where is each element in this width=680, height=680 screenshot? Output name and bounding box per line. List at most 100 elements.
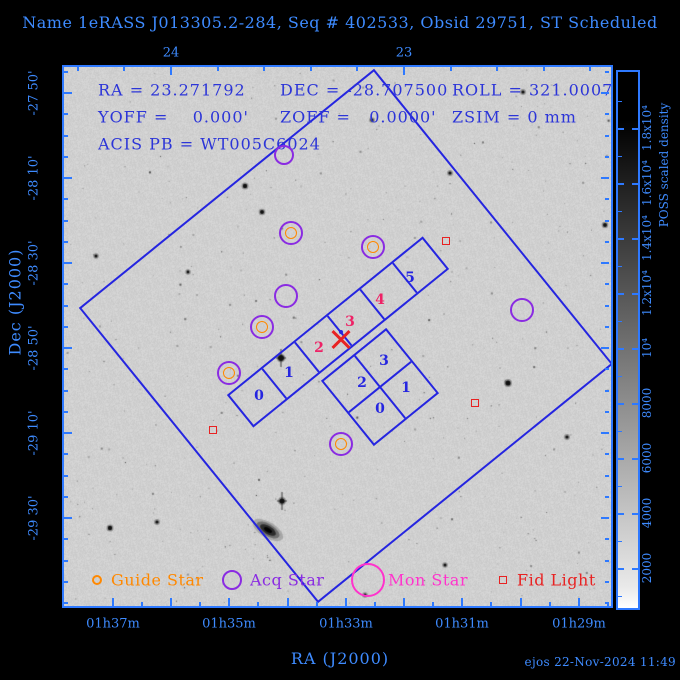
colorbar-minor-tick — [618, 155, 622, 157]
x-axis-tick-label: 01h35m — [202, 616, 256, 632]
colorbar-tick — [632, 293, 638, 295]
axis-tick — [577, 598, 580, 606]
guide-star-legend-marker — [92, 575, 102, 585]
axis-tick — [64, 347, 72, 349]
axis-tick — [605, 368, 609, 371]
chip-label: 5 — [405, 270, 415, 286]
axis-tick — [170, 67, 172, 75]
acq-star-circle — [329, 432, 353, 456]
axis-tick — [601, 347, 609, 349]
colorbar-tick-label: 8000 — [640, 387, 654, 419]
chip-label: 1 — [284, 365, 294, 381]
chip-label: 2 — [314, 340, 324, 356]
axis-tick — [605, 580, 609, 583]
chip-label: 2 — [357, 375, 367, 391]
colorbar-minor-tick — [618, 540, 622, 542]
axis-tick — [601, 517, 609, 519]
fid-light-square — [209, 426, 217, 434]
colorbar-tick — [632, 568, 638, 570]
axis-tick — [548, 602, 551, 606]
axis-tick — [64, 92, 72, 94]
colorbar-label: POSS scaled density — [657, 102, 671, 228]
x-axis-tick-label: 01h37m — [86, 616, 140, 632]
axis-tick — [216, 67, 219, 71]
y-axis-tick-label: -28 10' — [26, 155, 42, 201]
axis-tick — [373, 602, 376, 606]
legend-label: Acq Star — [250, 570, 325, 590]
axis-tick — [403, 67, 405, 75]
pointing-annotation: ZOFF = 0.0000' — [280, 107, 437, 127]
axis-tick — [605, 602, 609, 604]
axis-tick — [64, 368, 68, 371]
axis-tick — [449, 67, 452, 71]
colorbar-tick-label: 1.4x10⁴ — [640, 215, 654, 261]
axis-tick — [64, 219, 68, 222]
axis-tick — [64, 70, 68, 73]
axis-tick — [403, 598, 405, 606]
colorbar-tick-label: 1.6x10⁴ — [640, 160, 654, 206]
colorbar-tick-label: 4000 — [640, 497, 654, 529]
guide-star-circle — [335, 438, 347, 450]
axis-tick — [605, 219, 609, 222]
legend-label: Mon Star — [388, 570, 468, 590]
axis-tick — [76, 67, 79, 71]
axis-tick — [605, 495, 609, 498]
axis-tick — [64, 602, 68, 604]
axis-tick — [605, 283, 609, 286]
axis-tick — [140, 602, 143, 606]
axis-tick — [64, 304, 68, 307]
colorbar-tick — [618, 128, 624, 130]
colorbar-minor-tick — [618, 210, 622, 212]
colorbar-tick — [632, 458, 638, 460]
x-axis-label: RA (J2000) — [290, 649, 390, 668]
guide-star-circle — [285, 227, 297, 239]
y-axis-tick-label: -29 10' — [26, 410, 42, 456]
axis-tick — [64, 155, 68, 158]
axis-tick — [64, 410, 68, 413]
acis-s-chip-divider — [261, 368, 287, 399]
axis-tick — [496, 67, 499, 71]
colorbar-tick-label: 2000 — [640, 552, 654, 584]
colorbar-minor-tick — [618, 320, 622, 322]
axis-tick — [605, 304, 609, 307]
axis-tick — [519, 598, 522, 606]
axis-tick — [589, 67, 592, 71]
axis-tick — [605, 410, 609, 413]
chip-label: 1 — [401, 380, 411, 396]
acq-star-circle — [279, 221, 303, 245]
colorbar-tick — [618, 568, 624, 570]
axis-tick — [64, 240, 68, 243]
axis-tick — [64, 177, 72, 179]
axis-tick — [605, 325, 609, 328]
axis-tick — [461, 598, 464, 606]
chip-label: 3 — [345, 314, 355, 330]
axis-tick — [490, 602, 493, 606]
axis-tick — [315, 602, 318, 606]
guide-star-circle — [367, 241, 379, 253]
axis-tick — [64, 283, 68, 286]
acq-star-circle — [250, 315, 274, 339]
axis-tick — [64, 517, 72, 519]
pointing-annotation: YOFF = 0.000' — [98, 107, 249, 127]
colorbar-minor-tick — [618, 430, 622, 432]
axis-tick — [605, 70, 609, 73]
axis-tick — [601, 177, 609, 179]
x-axis-tick-label-top: 23 — [395, 45, 413, 61]
axis-tick — [263, 67, 266, 71]
colorbar-gradient — [618, 72, 638, 608]
chip-label: 3 — [379, 353, 389, 369]
chip-label: 4 — [375, 292, 385, 308]
guide-star-circle — [223, 367, 235, 379]
axis-tick — [432, 602, 435, 606]
axis-tick — [170, 598, 172, 606]
axis-tick — [64, 453, 68, 456]
colorbar-tick-label: 1.8x10⁴ — [640, 105, 654, 151]
axis-tick — [199, 602, 202, 606]
chip-label: 0 — [254, 388, 264, 404]
guide-star-circle — [256, 321, 268, 333]
axis-tick — [64, 325, 68, 328]
axis-tick — [542, 67, 545, 71]
axis-tick — [64, 198, 68, 201]
colorbar-minor-tick — [618, 265, 622, 267]
aimpoint-dot — [339, 330, 343, 334]
